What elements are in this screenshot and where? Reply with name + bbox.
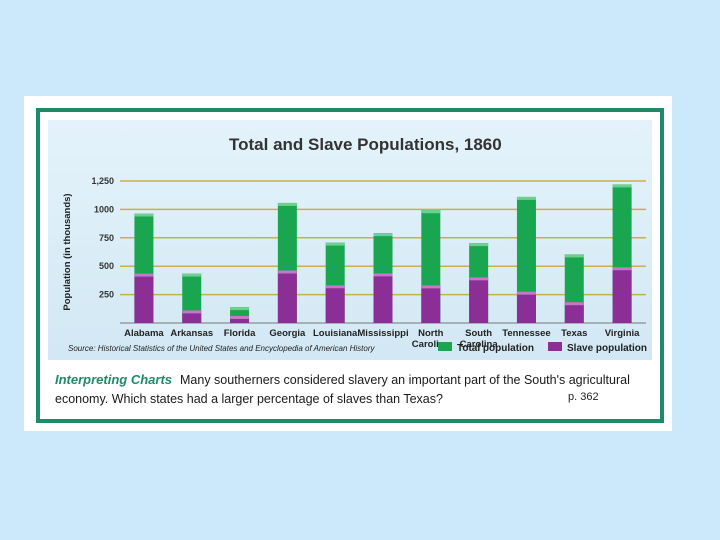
category-label: Louisiana (313, 328, 358, 339)
y-tick-label: 500 (99, 261, 114, 271)
legend-label: Slave population (567, 343, 647, 354)
slave-population-bar (325, 285, 345, 323)
slave-population-bar (373, 273, 393, 323)
slave-bar-cap (469, 277, 489, 281)
chart-title: Total and Slave Populations, 1860 (229, 135, 502, 154)
total-bar-cap (421, 210, 441, 214)
total-bar-cap (564, 254, 584, 258)
slave-bar-cap (421, 285, 441, 289)
slave-bar-cap (182, 310, 202, 314)
category-label: Virginia (605, 328, 640, 339)
category-label: Georgia (269, 328, 306, 339)
slave-bar-cap (230, 315, 250, 319)
total-bar-cap (230, 307, 250, 311)
slave-population-bar (277, 270, 297, 323)
total-bar-cap (134, 213, 154, 217)
slave-bar-cap (277, 270, 297, 274)
category-label: North (418, 328, 444, 339)
category-label: Florida (224, 328, 256, 339)
slave-population-bar (564, 302, 584, 323)
category-label: Mississippi (357, 328, 408, 339)
slave-bar-cap (373, 273, 393, 277)
total-bar-cap (277, 202, 297, 206)
slave-population-bar (230, 315, 250, 323)
y-axis-label: Population (in thousands) (62, 193, 73, 310)
category-label: Alabama (124, 328, 164, 339)
slave-bar-cap (564, 302, 584, 306)
category-label: South (465, 328, 492, 339)
slave-population-bar (421, 285, 441, 323)
caption-text: Many southerners considered slavery an i… (55, 373, 630, 406)
total-bar-cap (516, 196, 536, 200)
slide-card: Total and Slave Populations, 1860 250 500… (24, 96, 672, 431)
slave-population-bar (182, 310, 202, 323)
chart-area: Total and Slave Populations, 1860 250 500… (48, 120, 652, 360)
y-tick-label: 250 (99, 290, 114, 300)
total-population-bar (516, 196, 536, 323)
y-tick-label: 1,250 (91, 176, 114, 186)
caption: Interpreting Charts Many southerners cons… (55, 370, 645, 409)
slave-bar-cap (325, 285, 345, 289)
page-reference: p. 362 (568, 391, 599, 403)
legend-swatch (548, 342, 562, 351)
population-chart: Total and Slave Populations, 1860 250 500… (62, 135, 647, 354)
y-tick-label: 750 (99, 233, 114, 243)
category-label: Carolina (412, 339, 451, 350)
category-labels: Alabama Arkansas Florida Georgia Louisiana Mi… (124, 328, 640, 350)
slave-population-bar (134, 273, 154, 323)
legend-swatch (438, 342, 452, 351)
caption-heading: Interpreting Charts (55, 372, 173, 387)
bars (134, 184, 632, 323)
category-label: Tennessee (502, 328, 550, 339)
legend-label: Total population (457, 343, 534, 354)
slave-population-bar (516, 291, 536, 323)
y-tick-label: 1000 (94, 204, 114, 214)
source-note: Source: Historical Statistics of the Uni… (68, 344, 376, 353)
chart-frame: Total and Slave Populations, 1860 250 500… (36, 108, 664, 423)
category-label: Carolina (460, 339, 499, 350)
slave-population-bar (469, 277, 489, 323)
total-bar-cap (182, 273, 202, 277)
slave-population-bar (612, 267, 632, 323)
slave-bar-cap (516, 291, 536, 295)
category-label: Texas (561, 328, 587, 339)
total-bar-cap (469, 243, 489, 247)
total-bar-cap (612, 184, 632, 188)
slave-bar-cap (134, 273, 154, 277)
total-bar-cap (373, 233, 393, 237)
total-bar-cap (325, 242, 345, 246)
legend: Total population Slave population (438, 342, 647, 354)
slave-bar-cap (612, 267, 632, 271)
category-label: Arkansas (170, 328, 213, 339)
y-axis-ticks: 250 500 750 1000 1,250 (91, 176, 114, 300)
